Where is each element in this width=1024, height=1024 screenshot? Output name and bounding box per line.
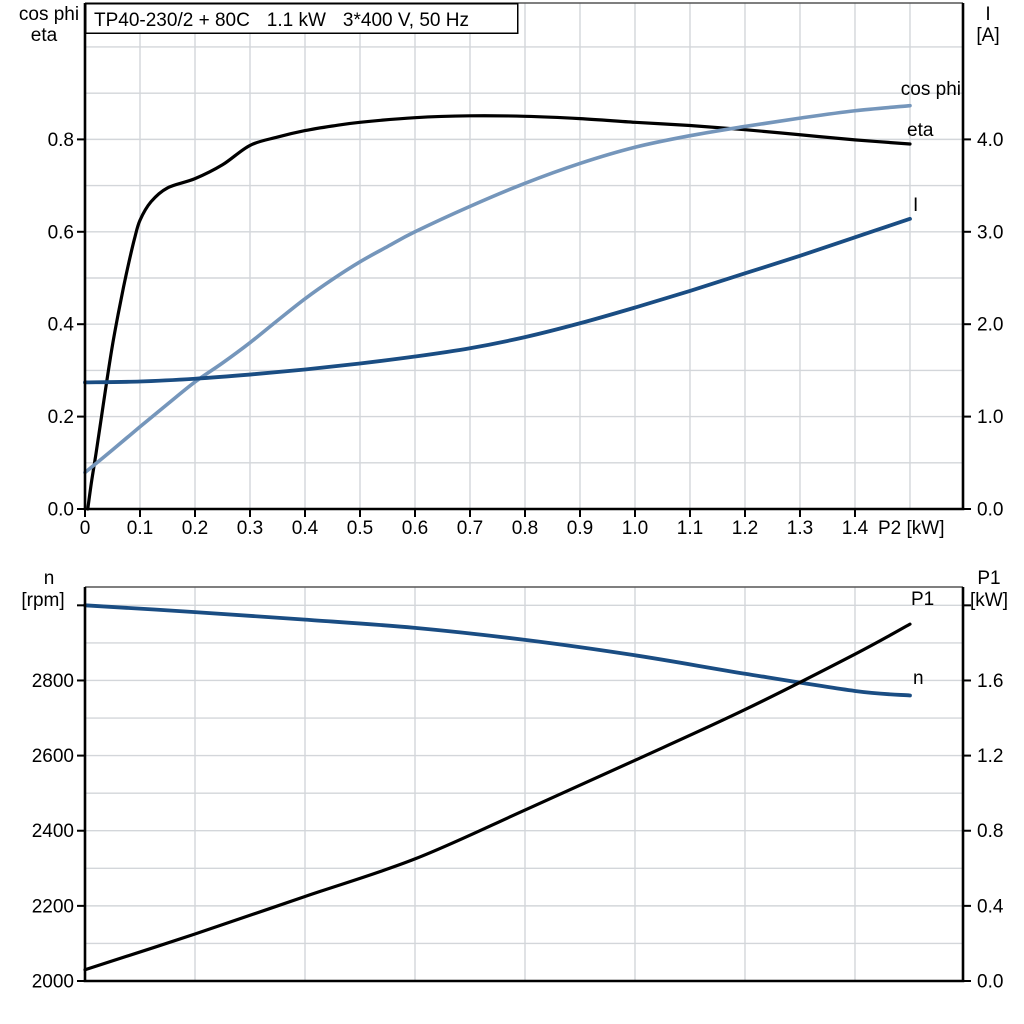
y-left-tick-label: 2000 [32, 972, 74, 993]
cos-phi-curve-label: cos phi [901, 79, 961, 100]
y-right-tick-label: 0.4 [977, 896, 1004, 917]
top-right-axis-header-line1: I [985, 4, 990, 25]
top-left-axis-header-line2: eta [31, 25, 58, 46]
x-tick-label: 1.4 [842, 518, 869, 539]
y-right-tick-label: 3.0 [977, 222, 1003, 243]
y-right-tick-label: 4.0 [977, 130, 1003, 151]
chart-title: TP40-230/2 + 80C 1.1 kW 3*400 V, 50 Hz [94, 10, 469, 31]
curve-n [83, 603, 912, 698]
top-chart-gridlines [85, 3, 963, 509]
x-tick-label: 0.3 [237, 518, 263, 539]
top-chart-curves [83, 103, 912, 511]
y-right-tick-label: 0.8 [977, 821, 1003, 842]
n-curve-label: n [913, 668, 924, 689]
top-chart-axes: 0.0 0.2 0.4 0.6 0.8 0.0 1.0 2.0 3.0 4.0 0 0.1 0.2 0.3… [48, 2, 1003, 539]
x-tick-label: 0.5 [347, 518, 373, 539]
current-curve-label: I [913, 195, 918, 216]
x-tick-label: 1.3 [787, 518, 813, 539]
y-left-tick-label: 0.2 [48, 407, 74, 428]
y-left-tick-label: 2200 [32, 896, 74, 917]
x-tick-label: 0.8 [512, 518, 538, 539]
bottom-chart-curves [83, 603, 912, 972]
x-tick-label: 0.7 [457, 518, 483, 539]
eta-curve-label: eta [907, 120, 934, 141]
y-left-tick-label: 2600 [32, 746, 74, 767]
x-tick-label: 0.9 [567, 518, 593, 539]
x-tick-label: 0.2 [182, 518, 208, 539]
y-left-tick-label: 0.6 [48, 222, 74, 243]
bottom-left-axis-header-line1: n [44, 568, 55, 589]
y-right-tick-label: 0.0 [977, 972, 1003, 993]
y-right-tick-label: 1.2 [977, 746, 1003, 767]
y-right-tick-label: 0.0 [977, 500, 1003, 521]
bottom-right-axis-header-line2: [kW] [970, 590, 1008, 611]
x-tick-label: 1.1 [677, 518, 703, 539]
y-left-tick-label: 2400 [32, 821, 74, 842]
curve-cos-phi [83, 103, 912, 475]
p1-curve-label: P1 [911, 589, 934, 610]
curve-eta [86, 114, 912, 511]
bottom-right-axis-header-line1: P1 [977, 568, 1000, 589]
x-tick-label: 1.0 [622, 518, 648, 539]
top-left-axis-header-line1: cos phi [19, 4, 79, 25]
x-tick-label: 0 [80, 518, 91, 539]
curve-i [83, 216, 912, 385]
x-tick-label: 1.2 [732, 518, 758, 539]
curve-p1 [83, 622, 912, 972]
y-left-tick-label: 0.4 [48, 315, 75, 336]
bottom-chart-axes: 2000 2200 2400 2600 2800 0.0 0.4 0.8 1.2 1.6 [32, 586, 1004, 993]
top-right-axis-header-line2: [A] [976, 25, 999, 46]
y-right-tick-label: 1.0 [977, 407, 1003, 428]
y-left-tick-label: 0.8 [48, 130, 74, 151]
y-left-tick-label: 0.0 [48, 500, 74, 521]
y-left-tick-label: 2800 [32, 671, 74, 692]
title-box [85, 3, 519, 34]
bottom-chart-gridlines [85, 587, 963, 981]
bottom-left-axis-header-line2: [rpm] [21, 590, 64, 611]
x-tick-label: 0.6 [402, 518, 428, 539]
y-right-tick-label: 1.6 [977, 671, 1003, 692]
top-x-axis-label: P2 [kW] [878, 518, 945, 539]
y-right-tick-label: 2.0 [977, 315, 1003, 336]
x-tick-label: 0.4 [292, 518, 319, 539]
x-tick-label: 0.1 [127, 518, 153, 539]
